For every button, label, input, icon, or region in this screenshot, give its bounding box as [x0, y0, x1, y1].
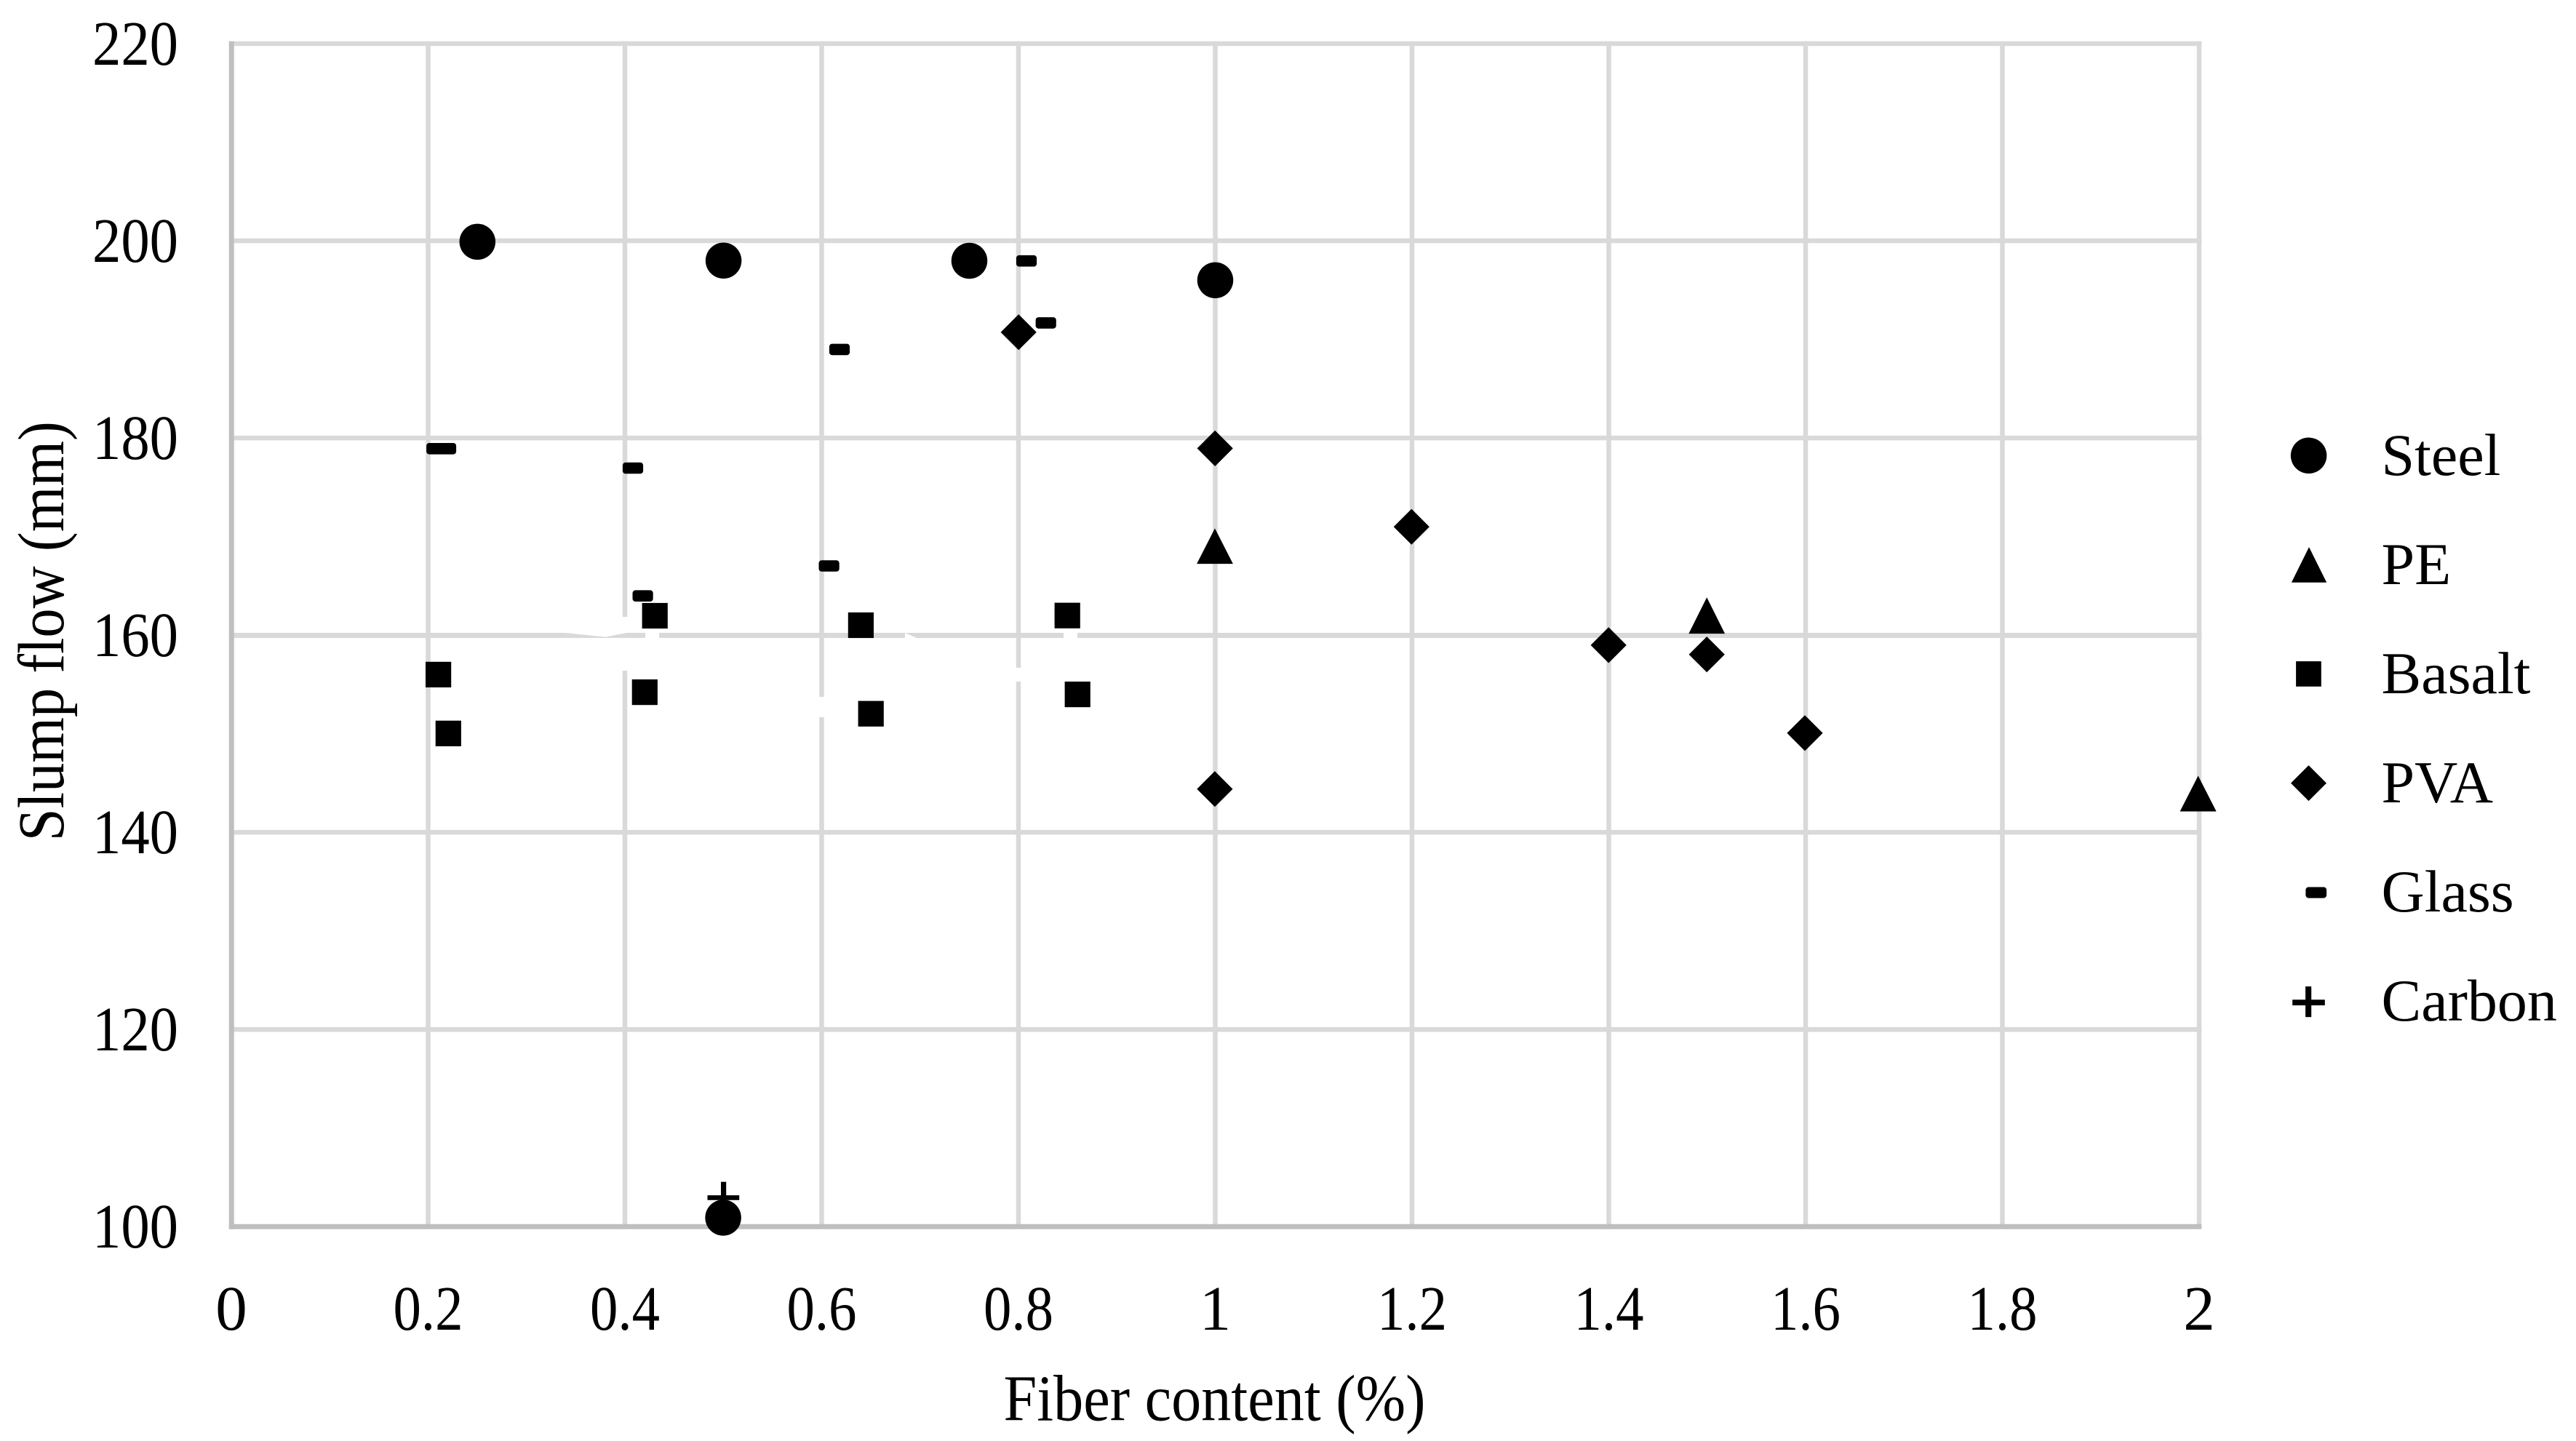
svg-text:120: 120 — [92, 994, 178, 1064]
svg-text:Carbon: Carbon — [2382, 967, 2557, 1034]
svg-text:140: 140 — [92, 797, 178, 867]
svg-text:1.4: 1.4 — [1574, 1273, 1644, 1344]
svg-text:180: 180 — [92, 402, 178, 473]
svg-text:0.6: 0.6 — [787, 1273, 857, 1344]
svg-text:1.8: 1.8 — [1968, 1273, 2038, 1344]
svg-text:1.2: 1.2 — [1377, 1273, 1447, 1344]
svg-text:Glass: Glass — [2382, 858, 2514, 925]
svg-text:2: 2 — [2183, 1273, 2215, 1344]
svg-text:220: 220 — [92, 8, 178, 79]
svg-text:Basalt: Basalt — [2382, 640, 2531, 706]
svg-text:Slump flow (mm): Slump flow (mm) — [6, 421, 78, 841]
svg-text:PVA: PVA — [2382, 749, 2493, 815]
svg-text:0.4: 0.4 — [590, 1273, 660, 1344]
svg-text:Steel: Steel — [2382, 422, 2501, 488]
svg-text:0.8: 0.8 — [984, 1273, 1053, 1344]
svg-text:200: 200 — [92, 205, 178, 276]
svg-text:PE: PE — [2382, 531, 2452, 597]
svg-text:1: 1 — [1200, 1273, 1232, 1344]
svg-text:0.2: 0.2 — [394, 1273, 463, 1344]
svg-text:100: 100 — [92, 1191, 178, 1261]
svg-text:0: 0 — [215, 1273, 247, 1344]
svg-text:160: 160 — [92, 599, 178, 670]
svg-text:1.6: 1.6 — [1771, 1273, 1841, 1344]
svg-text:Fiber content (%): Fiber content (%) — [1004, 1363, 1426, 1435]
